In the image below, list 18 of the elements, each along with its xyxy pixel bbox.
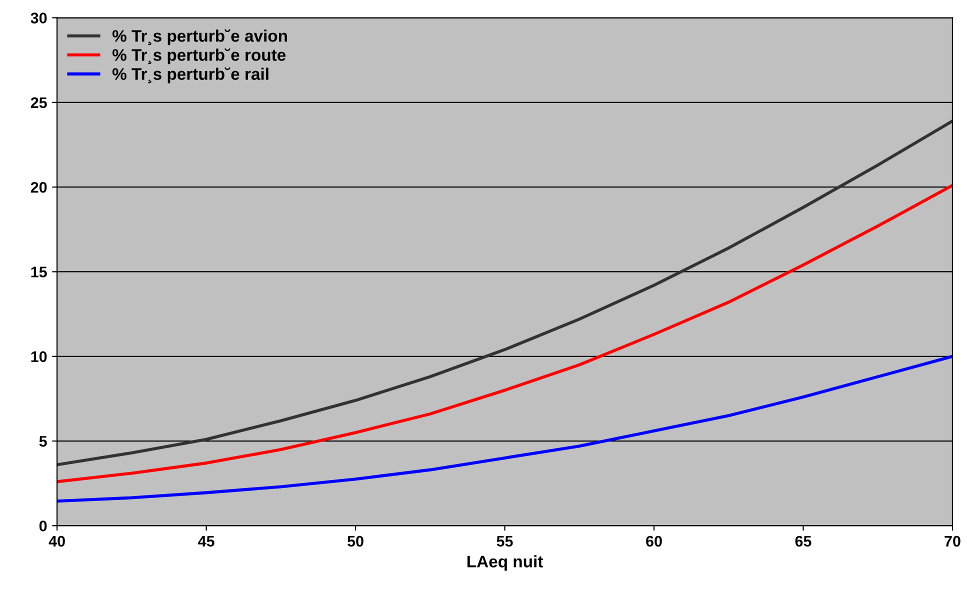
x-tick-label: 60 <box>646 536 662 547</box>
x-axis-title: LAeq nuit <box>467 555 543 571</box>
y-tick-label: 20 <box>30 182 47 193</box>
legend-label: % Tr¸s perturb˘e route <box>112 48 286 64</box>
legend-label: % Tr¸s perturb˘e rail <box>112 68 268 84</box>
y-tick-label: 15 <box>31 266 47 278</box>
x-tick-label: 45 <box>198 536 214 547</box>
x-tick-label: 50 <box>348 536 364 547</box>
y-tick-label: 5 <box>39 436 47 447</box>
y-tick-label: 0 <box>39 520 47 532</box>
legend-label: % Tr¸s perturb˘e avion <box>112 29 287 46</box>
y-tick-label: 25 <box>30 97 47 108</box>
x-tick-label: 70 <box>944 536 960 547</box>
y-tick-label: 30 <box>30 12 47 24</box>
x-tick-label: 65 <box>795 536 812 547</box>
x-tick-label: 40 <box>48 536 65 547</box>
y-tick-label: 10 <box>31 351 47 362</box>
x-tick-label: 55 <box>496 536 513 547</box>
